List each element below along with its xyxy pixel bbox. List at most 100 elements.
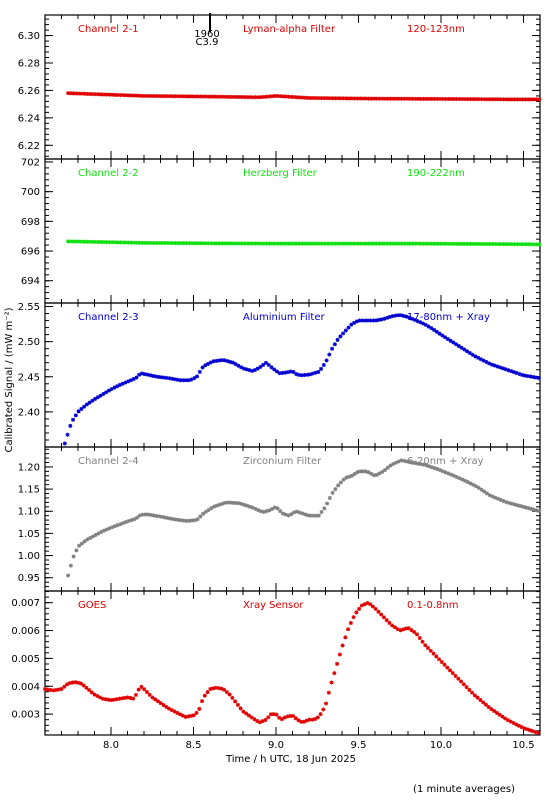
data-point [522, 726, 527, 731]
data-point [121, 93, 126, 98]
data-point [470, 352, 475, 357]
data-point [478, 697, 483, 702]
data-point [460, 97, 465, 102]
data-point [523, 242, 528, 247]
data-point [341, 241, 346, 246]
data-point [454, 474, 459, 479]
data-point [203, 363, 208, 368]
data-point [192, 518, 197, 523]
data-point [520, 97, 525, 102]
data-point [371, 318, 376, 323]
data-point [530, 729, 535, 734]
data-point [388, 241, 393, 246]
data-series [62, 313, 541, 446]
data-point [522, 373, 527, 378]
data-point [165, 515, 170, 520]
data-point [313, 717, 318, 722]
data-point [326, 690, 331, 695]
data-point [421, 96, 426, 101]
data-point [355, 470, 360, 475]
data-point [506, 242, 511, 247]
data-point [173, 241, 178, 246]
data-point [526, 506, 531, 511]
data-point [487, 242, 492, 247]
data-point [311, 96, 316, 101]
data-point [286, 94, 291, 99]
data-point [294, 372, 299, 377]
data-point [173, 377, 178, 382]
data-point [110, 525, 115, 530]
data-point [406, 626, 411, 631]
data-point [264, 94, 269, 99]
data-point [515, 242, 520, 247]
y-tick-label: 0.004 [11, 682, 40, 693]
data-point [324, 358, 329, 363]
data-point [396, 241, 401, 246]
data-point [297, 372, 302, 377]
data-point [484, 97, 489, 102]
data-point [106, 388, 111, 393]
data-point [181, 518, 186, 523]
data-point [209, 241, 214, 246]
data-point [352, 241, 357, 246]
data-point [181, 241, 186, 246]
data-point [71, 554, 76, 559]
data-point [335, 661, 340, 666]
data-point [115, 240, 120, 245]
data-point [404, 314, 409, 319]
data-point [531, 375, 536, 380]
data-point [148, 512, 153, 517]
data-point [134, 240, 139, 245]
data-point [270, 241, 275, 246]
data-point [519, 725, 524, 730]
data-point [347, 474, 352, 479]
data-point [374, 318, 379, 323]
data-point [297, 241, 302, 246]
data-point [391, 96, 396, 101]
data-point [341, 331, 346, 336]
data-point [299, 373, 304, 378]
data-point [186, 378, 191, 383]
data-point [504, 97, 509, 102]
data-point [503, 367, 508, 372]
data-point [184, 518, 189, 523]
data-point [380, 96, 385, 101]
data-point [170, 376, 175, 381]
data-point [363, 241, 368, 246]
data-point [123, 93, 128, 98]
data-point [88, 91, 93, 96]
data-point [154, 513, 159, 518]
data-point [203, 94, 208, 99]
data-point [294, 95, 299, 100]
y-tick-label: 6.26 [18, 86, 40, 97]
data-point [267, 508, 272, 513]
data-point [242, 502, 247, 507]
data-point [347, 241, 352, 246]
data-point [394, 460, 399, 465]
data-point [435, 467, 440, 472]
data-point [490, 242, 495, 247]
data-point [90, 92, 95, 97]
data-point [506, 97, 511, 102]
data-point [90, 534, 95, 539]
data-point [332, 671, 337, 676]
data-point [270, 506, 275, 511]
data-point [247, 504, 252, 509]
data-point [498, 497, 503, 502]
data-point [212, 241, 217, 246]
data-point [531, 97, 536, 102]
data-point [285, 714, 290, 719]
data-point [336, 96, 341, 101]
data-point [76, 409, 81, 414]
data-point [99, 530, 104, 535]
data-point [144, 690, 149, 695]
data-point [415, 319, 420, 324]
data-point [76, 680, 81, 685]
data-point [349, 322, 354, 327]
data-point [197, 369, 202, 374]
data-point [512, 502, 517, 507]
data-point [286, 513, 291, 518]
data-point [165, 94, 170, 99]
data-point [195, 374, 200, 379]
data-point [434, 329, 439, 334]
